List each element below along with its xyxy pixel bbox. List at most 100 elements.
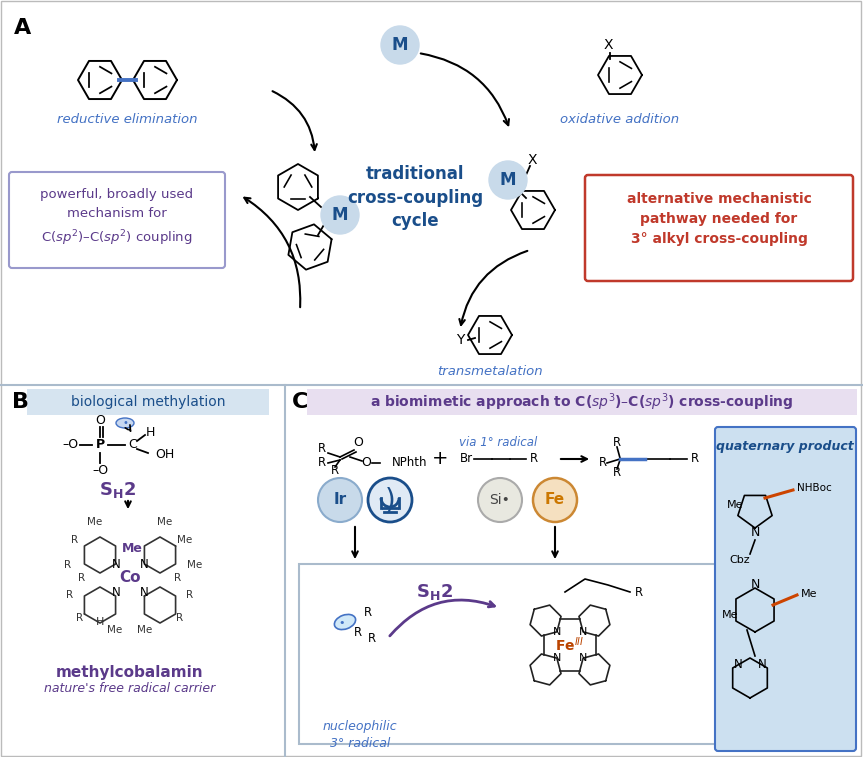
Text: B: B — [12, 392, 29, 412]
Text: R: R — [318, 456, 326, 469]
Text: N: N — [734, 658, 742, 671]
Text: a biomimetic approach to C($sp^{3}$)–C($sp^{3}$) cross-coupling: a biomimetic approach to C($sp^{3}$)–C($… — [370, 391, 794, 413]
Text: R: R — [364, 606, 372, 618]
Text: oxidative addition: oxidative addition — [560, 113, 679, 126]
Text: R: R — [77, 613, 84, 623]
Text: O: O — [353, 437, 363, 450]
Text: R: R — [530, 453, 539, 466]
Text: X: X — [603, 38, 613, 52]
Text: N: N — [553, 627, 561, 637]
Text: via 1° radical: via 1° radical — [459, 436, 537, 449]
Circle shape — [478, 478, 522, 522]
Ellipse shape — [116, 418, 134, 428]
Text: –O: –O — [92, 465, 108, 478]
Ellipse shape — [334, 615, 356, 630]
Text: N: N — [111, 585, 120, 599]
FancyBboxPatch shape — [299, 564, 741, 744]
FancyBboxPatch shape — [9, 172, 225, 268]
Text: R: R — [613, 437, 621, 450]
Text: N: N — [140, 557, 148, 571]
Text: M: M — [331, 206, 349, 224]
Text: R: R — [318, 443, 326, 456]
Text: Si•: Si• — [489, 493, 510, 507]
Text: Me: Me — [178, 535, 192, 545]
Text: R: R — [186, 590, 193, 600]
Text: R: R — [176, 613, 184, 623]
Text: R: R — [66, 590, 73, 600]
Text: R: R — [613, 466, 621, 479]
Text: O: O — [361, 456, 371, 469]
Text: traditional
cross-coupling
cycle: traditional cross-coupling cycle — [347, 165, 483, 230]
Text: quaternary product: quaternary product — [716, 440, 854, 453]
Text: Me: Me — [137, 625, 153, 635]
Text: N: N — [140, 585, 148, 599]
Text: powerful, broadly used
mechanism for: powerful, broadly used mechanism for — [41, 188, 193, 220]
Text: Fe$^{III}$: Fe$^{III}$ — [555, 636, 585, 654]
Text: X: X — [528, 153, 538, 167]
Text: reductive elimination: reductive elimination — [57, 113, 198, 126]
Circle shape — [368, 478, 412, 522]
Text: Br: Br — [460, 453, 473, 466]
Text: N: N — [579, 627, 587, 637]
Circle shape — [533, 478, 577, 522]
Text: $\mathbf{S_H 2}$: $\mathbf{S_H 2}$ — [417, 582, 454, 602]
Text: N: N — [750, 578, 759, 590]
Text: R: R — [599, 456, 607, 469]
Text: Y: Y — [456, 333, 464, 347]
Text: Me: Me — [107, 625, 123, 635]
Text: P: P — [96, 438, 104, 451]
FancyBboxPatch shape — [715, 427, 856, 751]
Text: M: M — [500, 171, 516, 189]
Text: Ir: Ir — [333, 493, 347, 507]
Circle shape — [318, 478, 362, 522]
Text: NPhth: NPhth — [392, 456, 427, 469]
Text: methylcobalamin: methylcobalamin — [56, 665, 204, 680]
Text: A: A — [14, 18, 31, 38]
Text: H: H — [145, 426, 154, 440]
Text: C: C — [129, 438, 137, 451]
Text: R: R — [72, 535, 79, 545]
Text: OH: OH — [155, 448, 174, 462]
Text: Fe: Fe — [545, 493, 565, 507]
Text: N: N — [111, 557, 120, 571]
FancyBboxPatch shape — [27, 389, 269, 415]
Text: N: N — [553, 653, 561, 663]
Text: +: + — [432, 450, 448, 469]
Text: transmetalation: transmetalation — [438, 365, 543, 378]
Text: nature's free radical carrier: nature's free radical carrier — [44, 682, 216, 695]
Text: R: R — [331, 465, 339, 478]
Text: Cbz: Cbz — [730, 555, 750, 565]
FancyBboxPatch shape — [307, 389, 857, 415]
Text: •: • — [122, 418, 128, 428]
Text: R: R — [368, 631, 376, 644]
Text: N: N — [758, 658, 766, 671]
Circle shape — [321, 196, 359, 234]
Text: R: R — [354, 625, 362, 638]
Text: Me: Me — [727, 500, 743, 510]
Text: –O: –O — [62, 438, 78, 451]
Text: alternative mechanistic
pathway needed for
3° alkyl cross-coupling: alternative mechanistic pathway needed f… — [627, 192, 811, 246]
Text: R: R — [79, 573, 85, 583]
Circle shape — [381, 26, 419, 64]
Text: NHBoc: NHBoc — [797, 483, 832, 493]
Text: Me: Me — [122, 541, 142, 554]
Text: $\mathbf{S_H 2}$: $\mathbf{S_H 2}$ — [99, 480, 136, 500]
Text: R: R — [691, 453, 699, 466]
Text: R: R — [65, 560, 72, 570]
Text: M: M — [392, 36, 408, 54]
Text: ): ) — [385, 486, 395, 514]
Text: C: C — [292, 392, 308, 412]
Text: •: • — [339, 618, 345, 628]
Text: Me: Me — [801, 589, 817, 599]
Text: biological methylation: biological methylation — [71, 395, 225, 409]
FancyBboxPatch shape — [585, 175, 853, 281]
Text: nucleophilic
3° radical: nucleophilic 3° radical — [323, 720, 397, 750]
Text: R: R — [635, 585, 643, 599]
Text: Me: Me — [721, 610, 738, 620]
Text: N: N — [750, 525, 759, 538]
Text: Me: Me — [187, 560, 203, 570]
Circle shape — [489, 161, 527, 199]
Text: R: R — [174, 573, 181, 583]
Text: C($sp^{2}$)–C($sp^{2}$) coupling: C($sp^{2}$)–C($sp^{2}$) coupling — [41, 228, 192, 248]
Text: N: N — [579, 653, 587, 663]
